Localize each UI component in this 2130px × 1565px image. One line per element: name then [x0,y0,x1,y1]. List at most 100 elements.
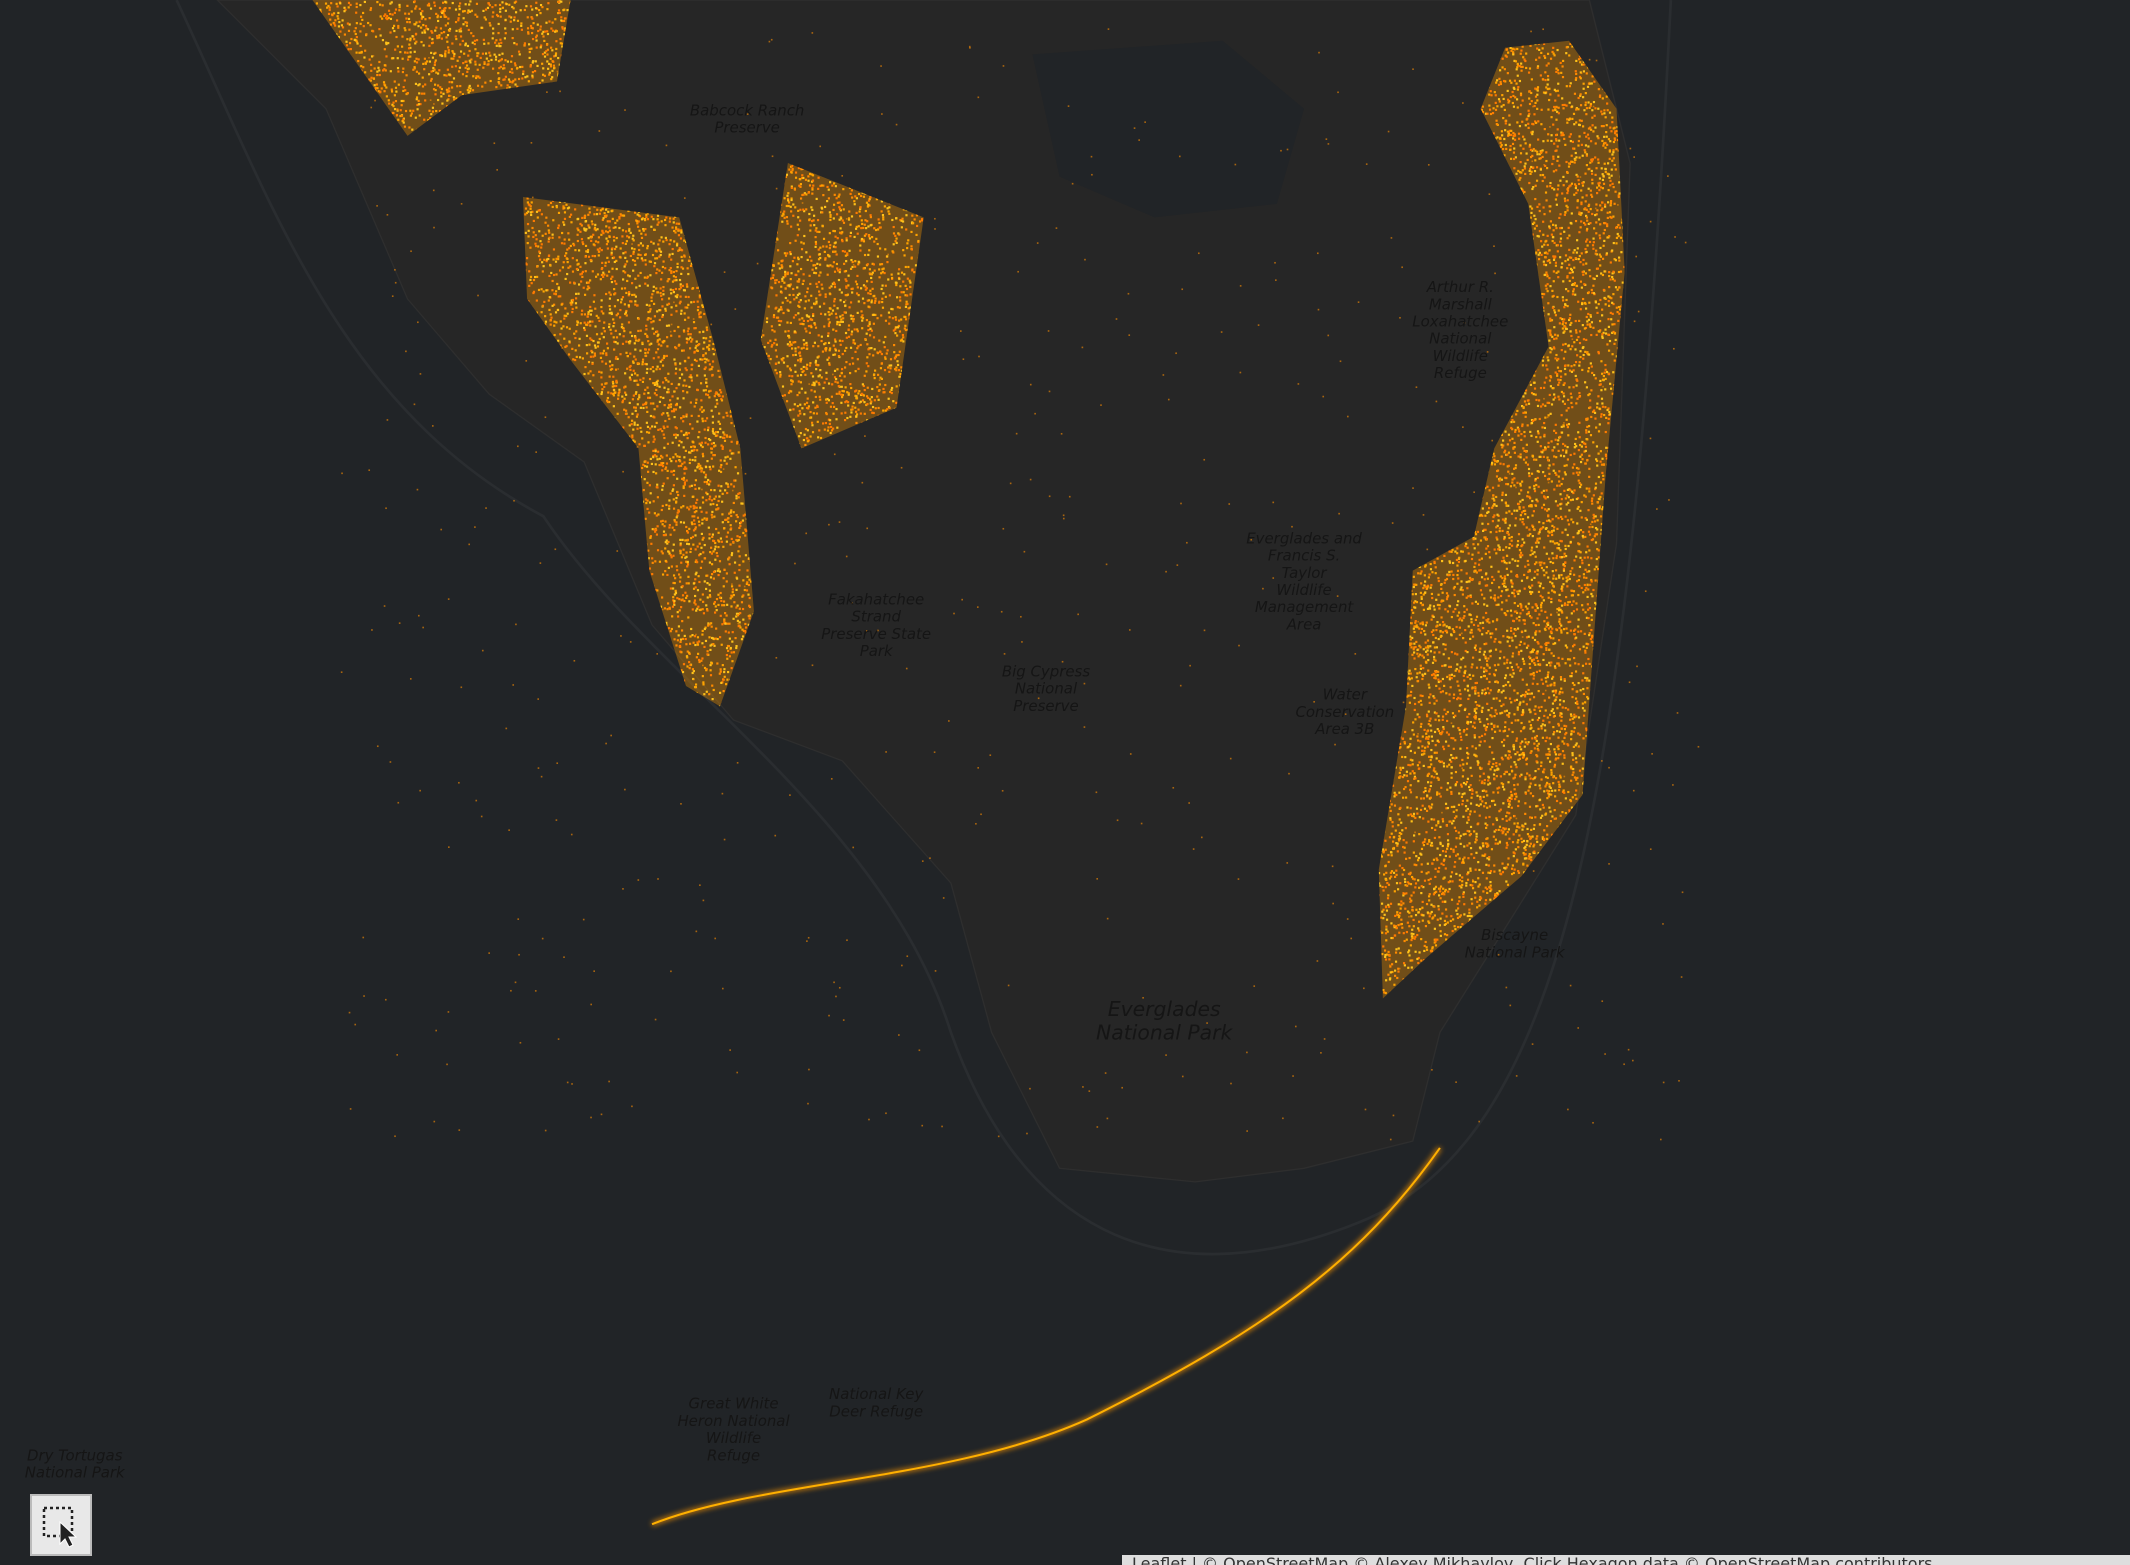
heat-speck [1564,143,1567,146]
heat-speck [1625,130,1627,132]
heat-speck [1558,484,1561,487]
heat-speck [1403,964,1406,967]
heat-speck [1490,706,1493,710]
heat-speck [1551,589,1554,592]
heat-speck [1626,61,1628,63]
heat-speck [1556,110,1559,113]
heat-speck [1500,478,1503,481]
heat-speck [1460,619,1464,622]
heat-speck [1581,458,1584,461]
heat-speck [1635,144,1637,146]
heat-speck [1579,355,1582,359]
heat-speck [1544,448,1547,451]
heat-speck [1502,744,1505,747]
heat-speck [1506,844,1509,847]
heat-speck [1542,522,1545,525]
heat-speck [1423,949,1426,953]
heat-speck [1596,402,1599,405]
heat-speck [1412,851,1415,854]
heat-speck [1420,938,1423,941]
heat-speck [1549,181,1552,185]
heat-speck [1538,203,1541,206]
heat-speck [1582,353,1585,357]
heat-speck [1583,583,1586,587]
heat-speck [1449,786,1452,789]
heat-speck [1492,697,1495,700]
heat-speck [1616,702,1619,705]
heat-speck [1558,381,1561,384]
heat-speck [1449,633,1453,636]
heat-speck [1523,165,1526,168]
heat-speck [1599,723,1602,727]
heat-speck [1522,660,1525,663]
heat-speck [1417,780,1420,783]
heat-speck [1561,65,1564,68]
heat-speck [1414,600,1417,603]
heat-speck [1579,77,1582,80]
heat-speck [1552,907,1555,910]
heat-speck [1499,775,1503,778]
heat-speck [1548,648,1551,651]
heat-speck [1630,851,1632,853]
heat-speck [1564,211,1567,214]
heat-speck [1497,544,1500,547]
heat-speck [1501,493,1504,497]
heat-speck [1508,543,1511,546]
heat-speck [1588,778,1591,781]
heat-speck [1512,672,1515,675]
heat-speck [1514,797,1517,801]
heat-speck [1508,79,1512,82]
heat-speck [1608,843,1611,846]
heat-speck [1631,657,1633,659]
heat-speck [1432,605,1436,608]
heat-speck [1599,329,1602,332]
heat-speck [1584,200,1587,203]
heat-speck [1518,745,1522,748]
heat-speck [1631,121,1633,123]
heat-speck [1502,556,1505,559]
heat-speck [1506,443,1509,446]
heat-speck [1604,661,1608,664]
heat-speck [1510,721,1513,724]
heat-speck [1606,988,1609,991]
heat-speck [1619,870,1622,873]
heat-speck [1563,728,1566,731]
heat-speck [1481,111,1485,114]
heat-speck [1426,653,1429,656]
heat-speck [1407,676,1411,679]
heat-speck [1608,150,1611,153]
heat-speck [1636,703,1638,705]
heat-speck [1514,753,1517,756]
heat-speck [1467,753,1470,756]
heat-speck [1411,636,1414,640]
heat-speck [1587,210,1590,213]
heat-speck [1552,255,1555,258]
heat-speck [1625,519,1627,521]
heat-speck [1510,157,1513,160]
keys [651,1147,1441,1526]
heat-speck [1585,616,1588,619]
heat-speck [1553,932,1557,935]
heat-speck [1598,694,1601,697]
heat-speck [1604,363,1607,367]
heat-speck [1409,737,1412,740]
heat-speck [1579,280,1583,283]
heat-speck [1519,556,1522,559]
heat-speck [1523,622,1526,625]
heat-speck [1505,969,1508,972]
heat-speck [1584,906,1587,909]
heat-speck [1600,528,1603,532]
heat-speck [1390,854,1393,857]
heat-speck [1483,650,1486,653]
heat-speck [1609,311,1612,314]
heat-speck [1615,236,1619,239]
heat-speck [1560,390,1563,394]
heat-speck [1566,276,1569,279]
heat-speck [1584,830,1587,834]
heat-speck [1564,515,1567,518]
heat-speck [1523,573,1526,577]
heat-speck [1483,578,1486,581]
heat-speck [1580,501,1583,504]
heat-speck [1410,690,1413,693]
